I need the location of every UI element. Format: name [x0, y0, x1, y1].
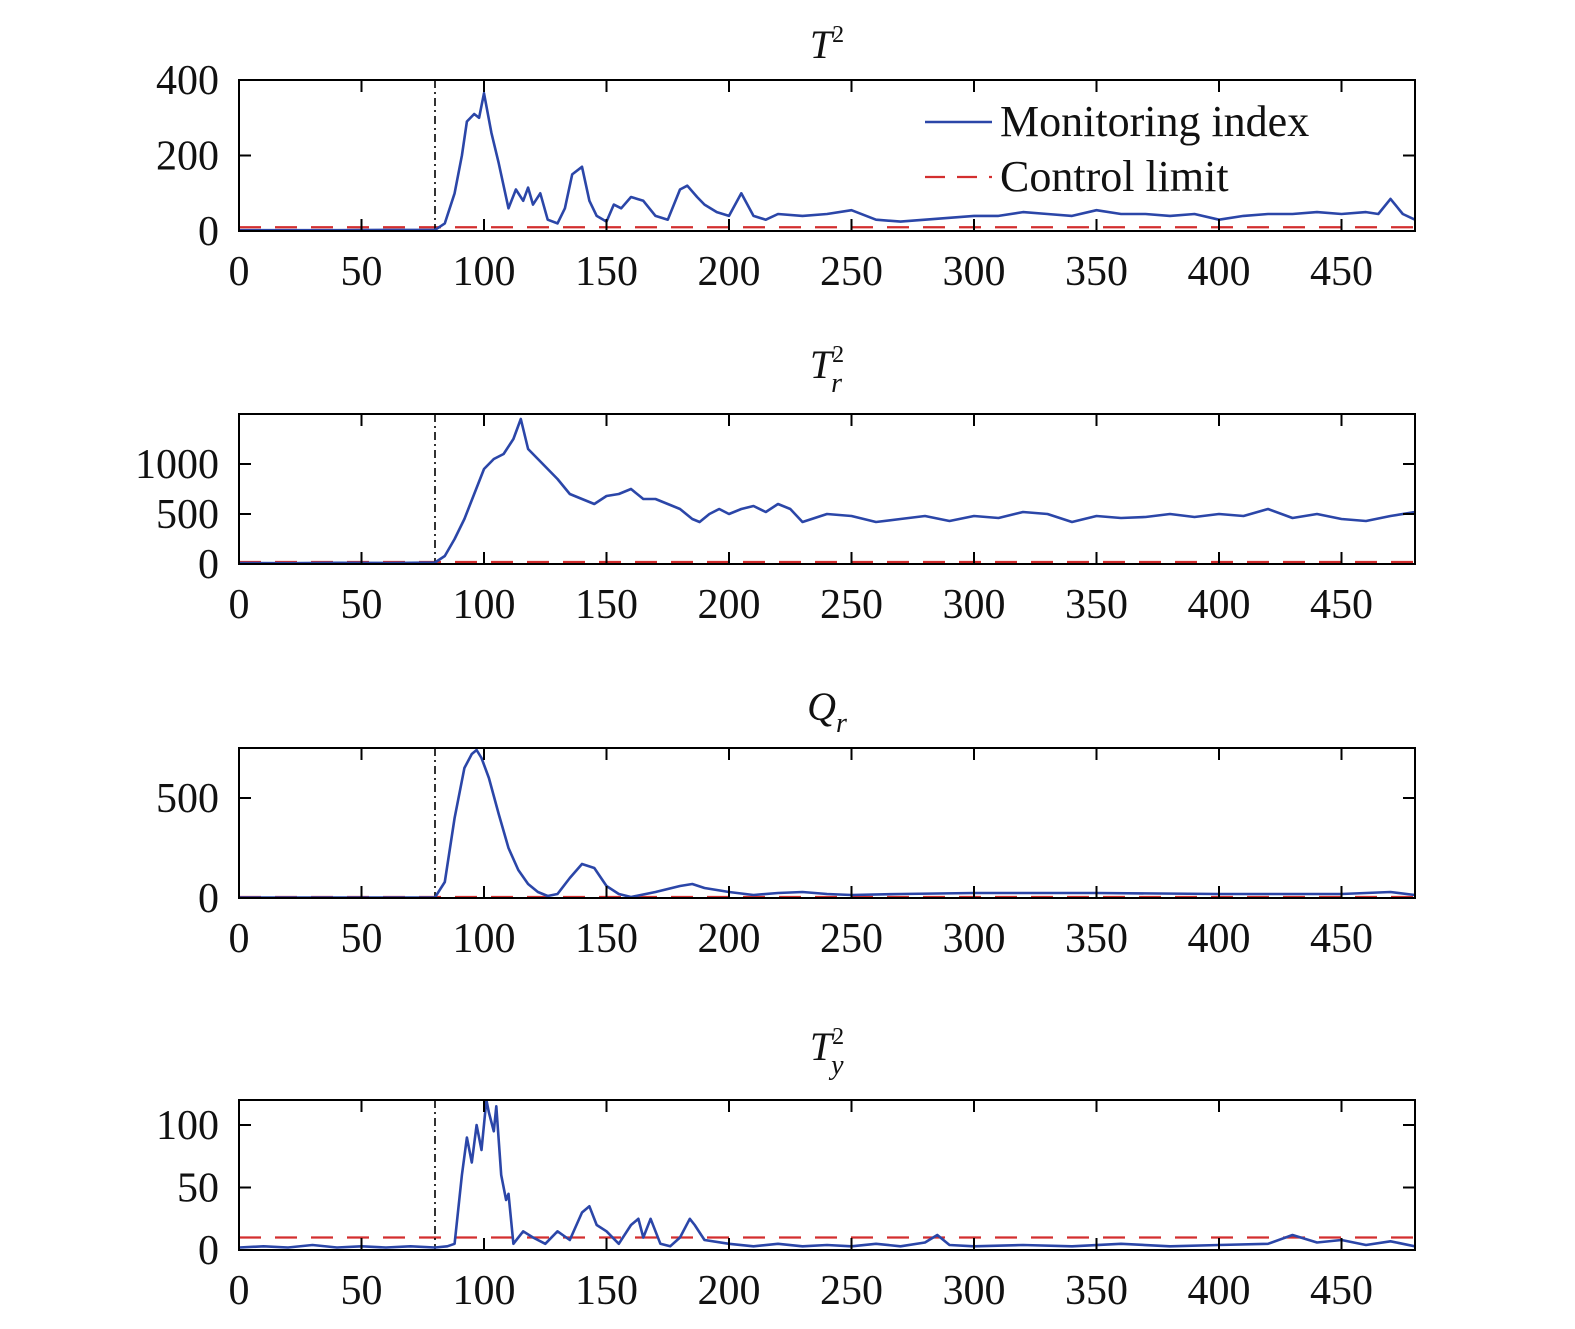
title-subscript: r [836, 708, 847, 739]
x-tick-label: 400 [1188, 1268, 1251, 1314]
x-tick-label: 350 [1065, 582, 1128, 628]
x-tick-label: 50 [341, 916, 383, 962]
panel-1: T2 0 50 100 150 200 250 300 350 400 450 0 200 400 Moni… [156, 22, 1416, 295]
panel-title: T2 r [810, 342, 844, 399]
y-tick-label: 100 [156, 1103, 219, 1149]
x-tick-label: 50 [341, 249, 383, 295]
title-superscript: 2 [832, 342, 844, 368]
x-tick-label: 300 [943, 582, 1006, 628]
axes-frame [238, 747, 1416, 899]
x-tick-label: 100 [453, 916, 516, 962]
y-tick-label: 500 [156, 776, 219, 822]
panel-title: T2 [810, 22, 844, 67]
axes-frame [238, 413, 1416, 565]
legend-monitoring-label: Monitoring index [1000, 97, 1309, 146]
x-tick-label: 450 [1310, 582, 1373, 628]
x-tick-label: 450 [1310, 1268, 1373, 1314]
x-tick-label: 0 [229, 249, 250, 295]
y-tick-label: 50 [177, 1166, 219, 1212]
title-subscript: r [831, 368, 842, 399]
panel-title: T2 y [810, 1024, 844, 1081]
monitoring-index-series [239, 417, 1415, 564]
x-tick-label: 150 [575, 582, 638, 628]
title-main: T [810, 22, 835, 67]
x-tick-label: 50 [341, 1268, 383, 1314]
x-tick-label: 50 [341, 582, 383, 628]
x-tick-label: 0 [229, 1268, 250, 1314]
y-tick-label: 500 [156, 492, 219, 538]
x-tick-label: 100 [453, 582, 516, 628]
y-tick-label: 0 [198, 209, 219, 255]
x-tick-label: 150 [575, 916, 638, 962]
x-tick-label: 0 [229, 582, 250, 628]
title-main: T [810, 342, 835, 387]
legend: Monitoring index Control limit [925, 97, 1309, 201]
x-tick-label: 400 [1188, 249, 1251, 295]
x-tick-label: 250 [820, 582, 883, 628]
x-tick-label: 200 [698, 1268, 761, 1314]
title-superscript: 2 [832, 22, 844, 48]
x-tick-label: 400 [1188, 916, 1251, 962]
x-tick-label: 0 [229, 916, 250, 962]
x-tick-label: 350 [1065, 916, 1128, 962]
y-tick-label: 0 [198, 876, 219, 922]
x-tick-label: 100 [453, 249, 516, 295]
y-tick-label: 200 [156, 134, 219, 180]
x-tick-label: 350 [1065, 249, 1128, 295]
x-tick-label: 350 [1065, 1268, 1128, 1314]
x-tick-label: 250 [820, 249, 883, 295]
axes-frame [238, 1099, 1416, 1251]
panel-title: Qr [807, 684, 847, 739]
y-tick-label: 1000 [135, 442, 219, 488]
x-tick-label: 300 [943, 1268, 1006, 1314]
x-tick-label: 300 [943, 249, 1006, 295]
title-main: T [810, 1024, 835, 1069]
x-tick-label: 250 [820, 916, 883, 962]
x-tick-label: 200 [698, 249, 761, 295]
title-subscript: y [828, 1050, 844, 1081]
y-tick-label: 0 [198, 1228, 219, 1274]
x-tick-label: 300 [943, 916, 1006, 962]
x-tick-label: 250 [820, 1268, 883, 1314]
x-tick-label: 150 [575, 249, 638, 295]
x-tick-label: 450 [1310, 916, 1373, 962]
x-tick-label: 150 [575, 1268, 638, 1314]
title-main: Q [807, 684, 836, 729]
x-tick-label: 200 [698, 916, 761, 962]
x-tick-label: 450 [1310, 249, 1373, 295]
monitoring-index-series [239, 91, 1415, 231]
monitoring-index-series [239, 1100, 1415, 1249]
monitoring-index-series [239, 748, 1415, 898]
x-tick-label: 100 [453, 1268, 516, 1314]
legend-limit-label: Control limit [1000, 152, 1229, 201]
y-tick-label: 0 [198, 542, 219, 588]
title-superscript: 2 [832, 1024, 844, 1050]
panel-3: Qr 0 50 100 150 200 250 300 350 400 450 0 500 [156, 684, 1416, 962]
x-tick-label: 200 [698, 582, 761, 628]
y-tick-label: 400 [156, 58, 219, 104]
x-tick-label: 400 [1188, 582, 1251, 628]
panel-4: T2 y 0 50 100 150 200 250 300 350 400 450 0 50 100 [156, 1024, 1416, 1314]
